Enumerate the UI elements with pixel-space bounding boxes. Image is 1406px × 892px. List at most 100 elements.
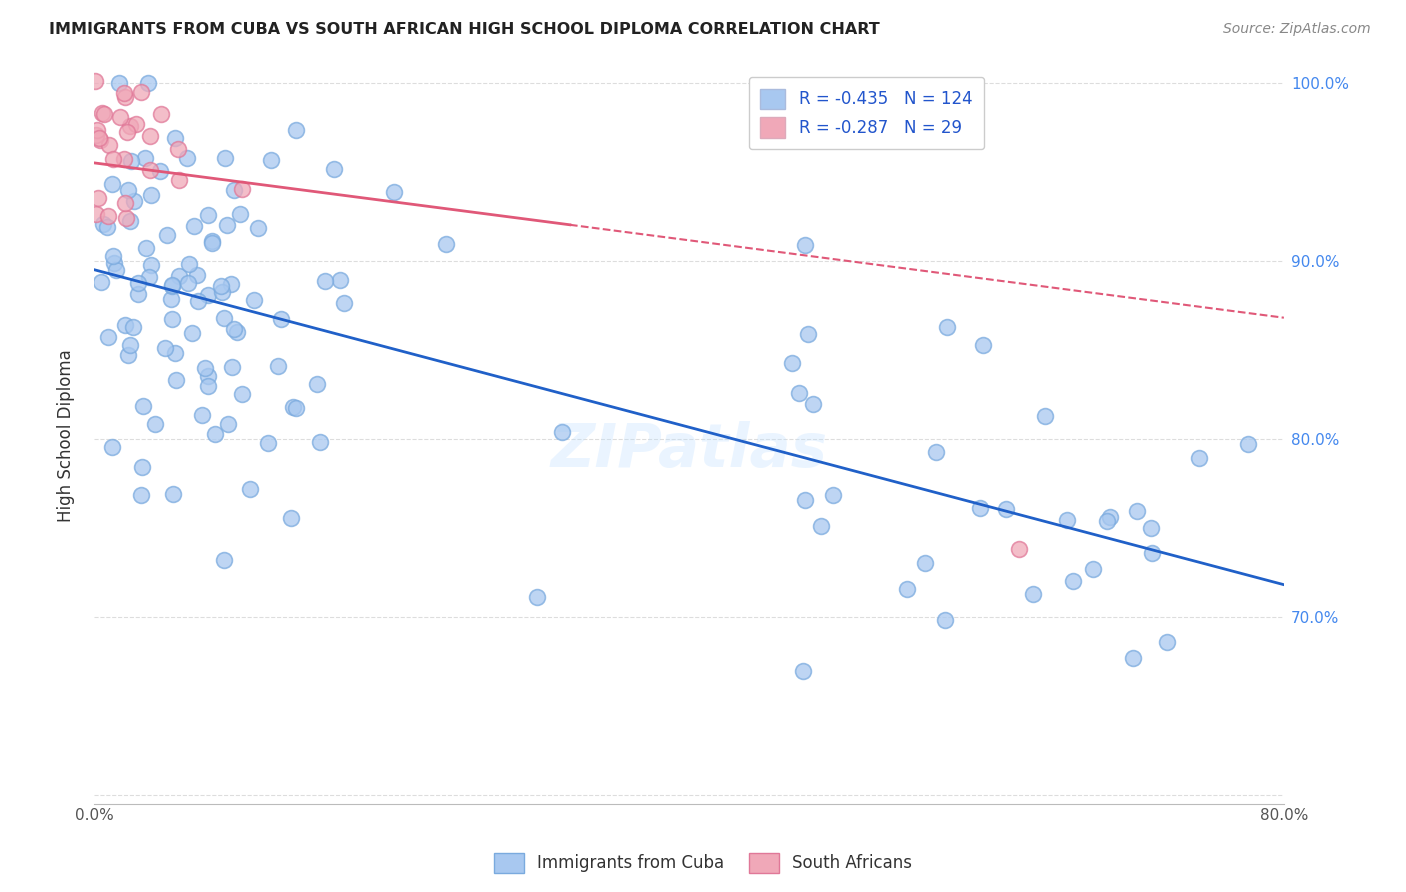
Point <box>112 87 135 101</box>
Point <box>89 131 111 145</box>
Point <box>1098 510 1121 524</box>
Point <box>160 311 183 326</box>
Point <box>121 320 143 334</box>
Point <box>309 434 332 449</box>
Point <box>197 208 219 222</box>
Point <box>89 133 111 147</box>
Point <box>176 151 198 165</box>
Point <box>994 501 1017 516</box>
Point <box>526 590 548 604</box>
Point <box>139 188 162 202</box>
Point <box>209 278 232 293</box>
Point <box>90 106 112 120</box>
Point <box>194 360 217 375</box>
Point <box>108 110 131 124</box>
Point <box>191 408 214 422</box>
Point <box>160 279 183 293</box>
Point <box>101 177 124 191</box>
Point <box>211 285 233 300</box>
Point <box>823 488 845 502</box>
Point <box>1083 562 1105 576</box>
Point <box>138 269 160 284</box>
Point <box>125 117 148 131</box>
Point <box>1097 514 1119 528</box>
Point <box>280 511 302 525</box>
Point <box>384 185 406 199</box>
Point <box>101 249 124 263</box>
Text: Source: ZipAtlas.com: Source: ZipAtlas.com <box>1223 22 1371 37</box>
Point <box>120 338 142 352</box>
Point <box>256 436 278 450</box>
Point <box>132 399 155 413</box>
Point <box>183 219 205 234</box>
Point <box>793 238 815 252</box>
Point <box>135 241 157 255</box>
Point <box>181 326 204 340</box>
Point <box>86 123 108 137</box>
Point <box>134 152 156 166</box>
Point <box>267 359 290 374</box>
Point <box>91 217 114 231</box>
Point <box>122 194 145 209</box>
Point <box>117 348 139 362</box>
Point <box>434 237 457 252</box>
Point <box>896 582 918 596</box>
Point <box>204 426 226 441</box>
Point <box>93 107 115 121</box>
Point <box>84 207 107 221</box>
Point <box>127 287 149 301</box>
Point <box>217 219 239 233</box>
Point <box>212 552 235 566</box>
Point <box>1236 436 1258 450</box>
Point <box>187 294 209 309</box>
Point <box>120 153 142 168</box>
Point <box>131 488 153 502</box>
Text: ZIPatlas: ZIPatlas <box>550 421 828 480</box>
Point <box>160 292 183 306</box>
Point <box>285 123 308 137</box>
Point <box>792 664 814 678</box>
Point <box>139 163 162 178</box>
Point <box>97 330 120 344</box>
Point <box>243 293 266 307</box>
Point <box>143 417 166 432</box>
Point <box>314 274 336 288</box>
Point <box>197 288 219 302</box>
Point <box>105 263 128 277</box>
Point <box>201 234 224 248</box>
Point <box>969 501 991 516</box>
Point <box>1156 634 1178 648</box>
Point <box>780 356 803 370</box>
Point <box>150 106 173 120</box>
Point <box>163 346 186 360</box>
Point <box>801 396 824 410</box>
Point <box>114 90 136 104</box>
Point <box>156 227 179 242</box>
Point <box>197 368 219 383</box>
Point <box>222 183 245 197</box>
Point <box>1062 574 1084 588</box>
Point <box>323 162 346 177</box>
Point <box>787 386 810 401</box>
Point <box>238 482 260 496</box>
Point <box>260 153 283 168</box>
Point <box>934 613 956 627</box>
Text: IMMIGRANTS FROM CUBA VS SOUTH AFRICAN HIGH SCHOOL DIPLOMA CORRELATION CHART: IMMIGRANTS FROM CUBA VS SOUTH AFRICAN HI… <box>49 22 880 37</box>
Point <box>167 172 190 186</box>
Point <box>333 296 356 310</box>
Point <box>224 322 246 336</box>
Point <box>166 142 188 156</box>
Point <box>149 163 172 178</box>
Point <box>90 275 112 289</box>
Point <box>1056 513 1078 527</box>
Point <box>936 320 959 334</box>
Point <box>112 152 135 166</box>
Point <box>97 138 120 153</box>
Point <box>103 255 125 269</box>
Point <box>131 85 153 99</box>
Legend: R = -0.435   N = 124, R = -0.287   N = 29: R = -0.435 N = 124, R = -0.287 N = 29 <box>749 77 984 149</box>
Point <box>165 373 187 387</box>
Point <box>162 278 184 293</box>
Point <box>219 277 242 291</box>
Point <box>100 440 122 454</box>
